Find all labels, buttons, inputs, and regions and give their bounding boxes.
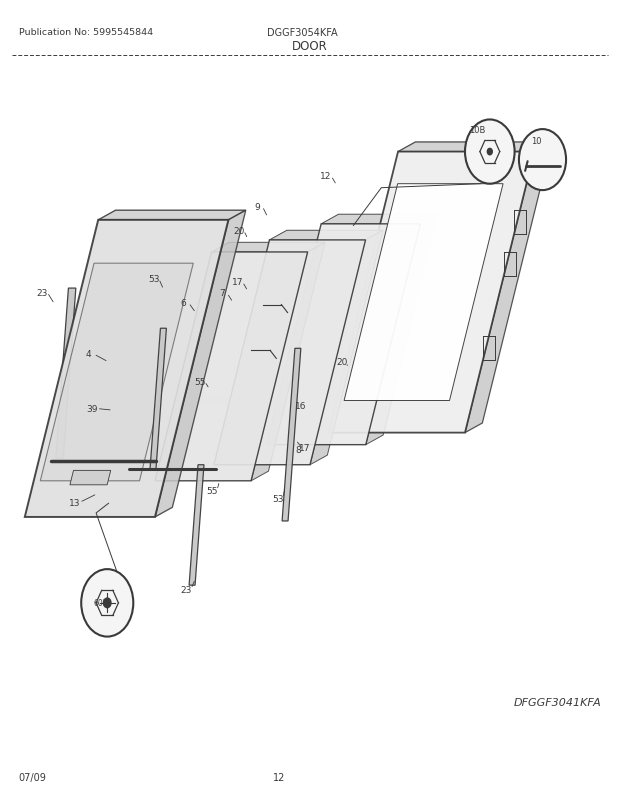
- Text: ReplacementParts.com: ReplacementParts.com: [188, 396, 308, 406]
- Text: 12: 12: [273, 772, 285, 782]
- Text: 39: 39: [86, 404, 97, 414]
- Circle shape: [81, 569, 133, 637]
- Polygon shape: [310, 231, 383, 465]
- Text: 8: 8: [295, 445, 301, 455]
- Text: 53: 53: [148, 274, 159, 284]
- Polygon shape: [329, 152, 534, 433]
- Text: 53: 53: [272, 494, 283, 504]
- Polygon shape: [189, 465, 204, 585]
- Polygon shape: [211, 243, 325, 253]
- Polygon shape: [282, 349, 301, 521]
- Text: 20: 20: [233, 226, 244, 236]
- Polygon shape: [270, 231, 383, 241]
- Text: DFGGF3041KFA: DFGGF3041KFA: [513, 698, 601, 707]
- Text: 23: 23: [180, 585, 192, 594]
- Polygon shape: [267, 225, 420, 445]
- Polygon shape: [321, 215, 438, 225]
- Text: 55: 55: [206, 486, 218, 496]
- Text: Publication No: 5995545844: Publication No: 5995545844: [19, 28, 153, 37]
- Text: 07/09: 07/09: [19, 772, 46, 782]
- Text: 13: 13: [69, 498, 80, 508]
- Polygon shape: [214, 241, 366, 465]
- Text: 20: 20: [337, 358, 348, 367]
- Text: 16: 16: [295, 401, 306, 411]
- Text: 12: 12: [321, 172, 332, 181]
- Text: 6: 6: [180, 298, 187, 308]
- Polygon shape: [70, 471, 111, 485]
- Polygon shape: [366, 215, 438, 445]
- Text: DGGF3054KFA: DGGF3054KFA: [267, 28, 337, 38]
- Text: 55: 55: [194, 377, 205, 387]
- Text: 9: 9: [254, 202, 260, 212]
- Circle shape: [465, 120, 515, 184]
- Text: 17: 17: [299, 443, 311, 452]
- Polygon shape: [98, 211, 246, 221]
- Circle shape: [104, 598, 111, 608]
- Text: 23: 23: [37, 288, 48, 298]
- Polygon shape: [25, 221, 228, 517]
- Text: 10B: 10B: [469, 126, 485, 135]
- Polygon shape: [155, 253, 308, 481]
- Text: DOOR: DOOR: [292, 40, 328, 53]
- Text: 4: 4: [86, 350, 92, 359]
- Polygon shape: [155, 211, 246, 517]
- Polygon shape: [56, 289, 76, 459]
- Circle shape: [519, 130, 566, 191]
- Text: 17: 17: [232, 277, 243, 287]
- Polygon shape: [150, 329, 166, 469]
- Polygon shape: [398, 143, 552, 152]
- Circle shape: [487, 149, 492, 156]
- Polygon shape: [251, 243, 325, 481]
- Polygon shape: [465, 143, 552, 433]
- Text: 60B: 60B: [94, 598, 108, 608]
- Polygon shape: [344, 184, 503, 401]
- Text: 7: 7: [219, 289, 225, 298]
- Text: 10: 10: [531, 137, 541, 146]
- Polygon shape: [40, 264, 193, 481]
